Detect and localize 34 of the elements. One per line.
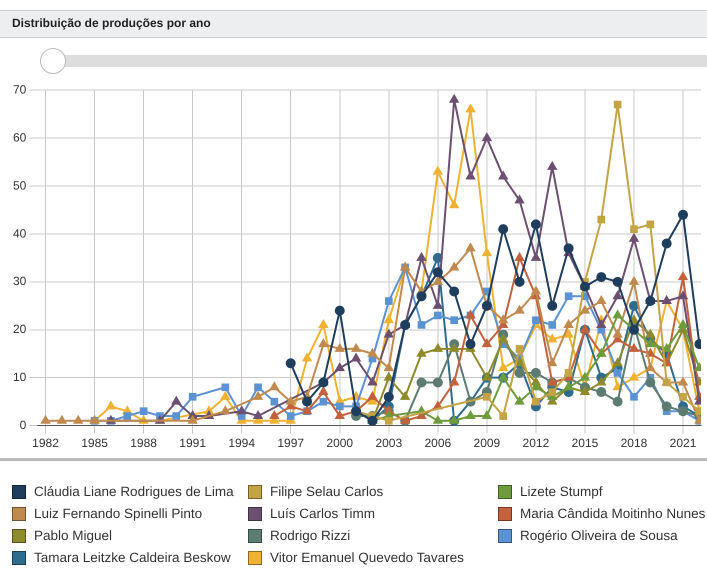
x-tick-label: 2012 [522,436,550,450]
legend-label: Cláudia Liane Rodrigues de Lima [34,484,234,499]
legend-label: Luís Carlos Timm [270,506,376,521]
x-tick-label: 2015 [572,436,599,450]
y-tick-label: 20 [12,322,27,336]
x-tick-label: 1997 [277,436,304,450]
x-tick-label: 2018 [620,436,648,450]
y-tick-label: 70 [12,82,27,97]
x-tick-label: 2003 [375,436,402,450]
legend-label: Vitor Emanuel Quevedo Tavares [270,550,464,565]
y-tick-label: 30 [12,274,27,288]
x-tick-label: 1994 [228,436,256,450]
y-tick-label: 50 [12,178,27,192]
x-tick-label: 1988 [130,436,158,450]
legend-label: Rodrigo Rizzi [270,528,350,543]
y-tick-label: 40 [12,226,27,240]
y-tick-label: 10 [12,370,27,384]
legend-label: Rogério Oliveira de Sousa [520,528,678,543]
x-tick-label: 2006 [424,436,452,450]
legend-label: Luiz Fernando Spinelli Pinto [34,506,202,521]
x-tick-label: 2000 [326,436,354,450]
x-tick-label: 1985 [81,436,108,450]
x-tick-label: 2021 [670,436,697,450]
x-tick-label: 2009 [474,436,501,450]
legend-label: Pablo Miguel [34,528,112,543]
legend-label: Filipe Selau Carlos [270,484,384,499]
y-tick-label: 0 [20,418,27,432]
legend-label: Lizete Stumpf [520,484,603,499]
chart-title: Distribuição de produções por ano [12,16,211,30]
x-tick-label: 1991 [179,436,206,450]
y-tick-label: 60 [12,130,27,144]
legend-label: Tamara Leitzke Caldeira Beskow [34,550,231,565]
legend-label: Maria Cândida Moitinho Nunes [520,506,706,521]
x-tick-label: 1982 [32,436,60,450]
